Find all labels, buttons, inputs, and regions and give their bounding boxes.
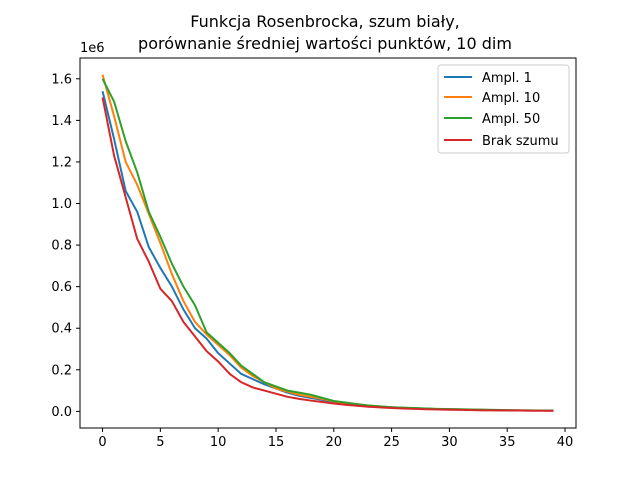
x-tick-label: 5	[156, 435, 164, 450]
legend: Ampl. 1 Ampl. 10 Ampl. 50 Brak szumu	[437, 64, 570, 154]
y-tick-label: 0.6	[51, 280, 72, 295]
chart-title-line-1: Funkcja Rosenbrocka, szum biały,	[190, 12, 460, 31]
legend-label-ampl-10: Ampl. 10	[482, 91, 540, 106]
x-tick-label: 10	[210, 435, 227, 450]
y-axis-ticks: 0.0 0.2 0.4 0.6 0.8 1.0 1.2 1.4 1.6	[51, 72, 80, 420]
y-tick-label: 0.8	[51, 239, 72, 254]
x-tick-label: 30	[441, 435, 458, 450]
legend-label-ampl-50: Ampl. 50	[482, 112, 540, 127]
y-tick-label: 0.4	[51, 322, 72, 337]
x-tick-label: 0	[98, 435, 106, 450]
legend-label-brak-szumu: Brak szumu	[482, 134, 559, 149]
series-line-brak-szumu	[101, 97, 554, 412]
x-axis-ticks: 0 5 10 15 20 25 30 35 40	[98, 428, 573, 450]
y-tick-label: 1.0	[51, 197, 72, 212]
y-tick-label: 1.2	[51, 155, 72, 170]
y-offset-label: 1e6	[80, 41, 105, 56]
y-tick-label: 0.2	[51, 363, 72, 378]
y-tick-label: 1.6	[51, 72, 72, 87]
x-tick-label: 15	[268, 435, 285, 450]
y-tick-label: 0.0	[51, 405, 72, 420]
legend-label-ampl-1: Ampl. 1	[482, 71, 532, 86]
x-tick-label: 35	[499, 435, 516, 450]
x-tick-label: 40	[557, 435, 574, 450]
plot-frame	[79, 57, 577, 429]
series-lines	[101, 74, 554, 412]
x-tick-label: 25	[383, 435, 400, 450]
y-tick-label: 1.4	[51, 114, 72, 129]
legend-box	[437, 64, 570, 154]
x-tick-label: 20	[326, 435, 343, 450]
chart-title-line-2: porównanie średniej wartości punktów, 10…	[138, 34, 512, 53]
